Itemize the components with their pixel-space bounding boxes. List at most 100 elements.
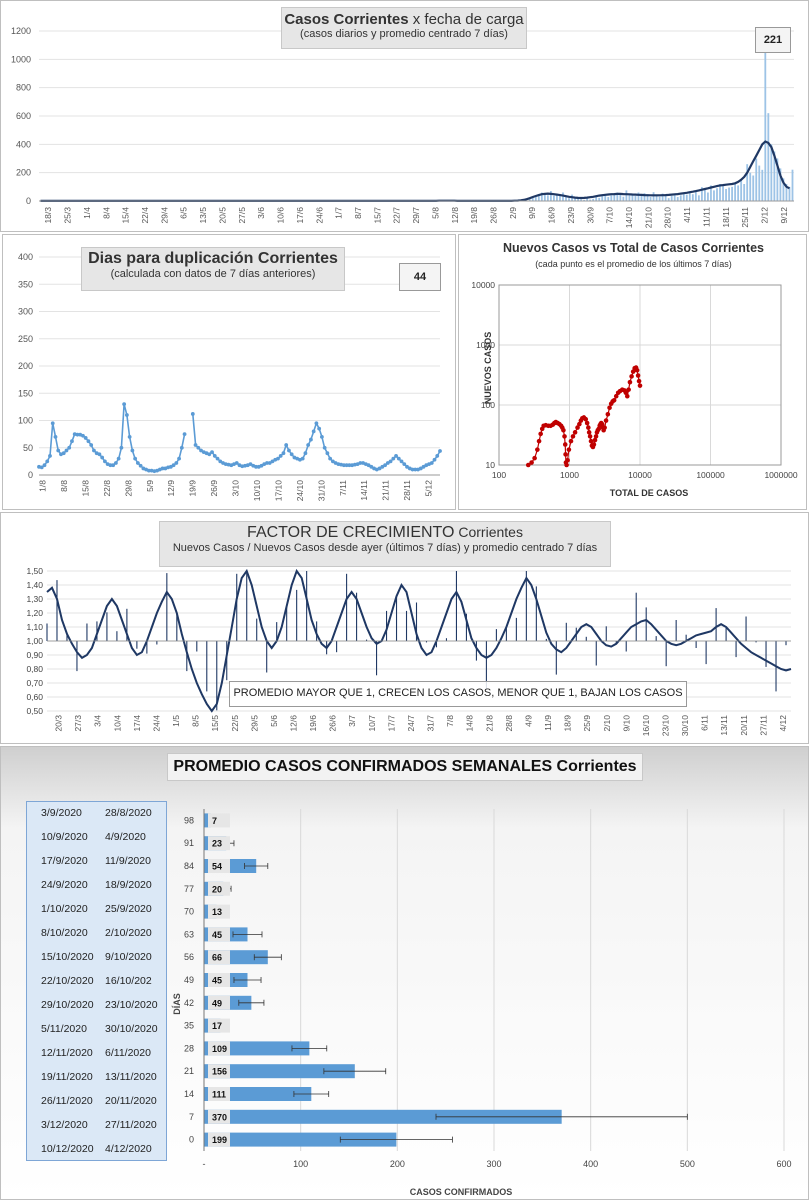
y-tick-label: 10	[486, 460, 496, 470]
data-label-bg	[208, 904, 230, 919]
doubling-days-title-text: Dias para duplicación Corrientes	[88, 250, 338, 267]
date-range-row: 19/11/2020 13/11/2020	[27, 1071, 166, 1085]
date-range-row: 10/12/2020 4/12/2020	[27, 1143, 166, 1157]
y-tick-label: 49	[184, 975, 194, 985]
x-tick-label: 16/9	[547, 207, 557, 224]
y-tick-label: 0,70	[26, 678, 43, 688]
daily-case-bar	[788, 186, 791, 201]
daily-case-bar	[610, 195, 613, 201]
data-label: 45	[212, 976, 222, 986]
daily-case-bar	[613, 193, 616, 201]
scatter-point	[599, 421, 605, 427]
scatter-point	[561, 427, 566, 433]
doubling-days-point	[138, 463, 143, 468]
daily-case-bar	[546, 195, 549, 201]
x-tick-label: 14/11	[359, 480, 369, 501]
daily-case-bar	[604, 194, 607, 201]
y-tick-label: 0,60	[26, 692, 43, 702]
date-range-row: 3/9/2020 28/8/2020	[27, 807, 166, 821]
data-label: 23	[212, 839, 222, 849]
x-tick-label: 12/8	[450, 207, 460, 224]
doubling-days-point	[133, 456, 138, 461]
scatter-point	[577, 421, 582, 427]
doubling-days-point	[325, 451, 330, 456]
doubling-days-point	[92, 448, 96, 453]
week-date-ranges: 3/9/2020 28/8/2020 10/9/2020 4/9/2020 17/9/2…	[26, 801, 167, 1161]
x-tick-label: 18/9	[563, 715, 573, 732]
week-start-date: 11/9/2020	[105, 855, 151, 867]
daily-case-bar	[592, 198, 595, 201]
data-label-bg	[208, 950, 230, 965]
doubling-days-point	[341, 463, 346, 468]
scatter-point	[635, 373, 641, 378]
x-tick-label: 23/9	[566, 207, 576, 224]
x-tick-label: 100000	[696, 470, 725, 480]
x-tick-label: 400	[583, 1159, 598, 1169]
doubling-days-point	[328, 456, 333, 461]
x-tick-label: 24/10	[295, 480, 305, 502]
doubling-days-point	[267, 461, 272, 465]
y-tick-label: 0,90	[26, 650, 43, 660]
x-tick-label: 10/7	[367, 715, 377, 732]
daily-case-bar	[607, 197, 610, 201]
daily-case-bar	[728, 187, 730, 201]
y-tick-label: 91	[184, 838, 194, 848]
daily-case-bar	[719, 184, 721, 201]
scatter-point	[568, 438, 574, 444]
daily-cases-chart-panel: 0 200 400 600 800 1000 1200 18/3 25/3 1/4 8/4 15/4 2…	[0, 0, 809, 232]
y-tick-label: 14	[184, 1089, 194, 1099]
x-tick-label: 6/11	[700, 715, 710, 731]
doubling-days-point	[146, 468, 151, 473]
doubling-days-subtitle: (calculada con datos de 7 días anteriore…	[110, 268, 316, 280]
y-tick-label: 1000	[476, 340, 495, 350]
x-tick-label: 24/6	[314, 207, 324, 224]
week-end-date: 29/10/2020	[41, 999, 94, 1011]
daily-case-bar	[716, 188, 718, 201]
x-tick-label: 15/7	[372, 207, 382, 224]
new-vs-total-ylabel: NUEVOS CASOS	[483, 331, 493, 405]
doubling-days-point	[276, 456, 280, 461]
daily-case-bar	[667, 198, 670, 201]
scatter-point	[529, 460, 534, 465]
x-tick-label: 12/6	[288, 715, 298, 732]
week-start-date: 30/10/2020	[105, 1023, 158, 1035]
x-tick-label: 8/5	[191, 715, 201, 727]
daily-case-bar	[580, 199, 582, 201]
doubling-days-point	[391, 456, 396, 461]
daily-case-bar	[755, 158, 758, 201]
x-tick-label: 5/9	[145, 480, 155, 492]
doubling-days-point	[289, 452, 294, 457]
daily-case-bar	[589, 199, 592, 201]
daily-cases-subtitle: (casos diarios y promedio centrado 7 día…	[300, 28, 508, 40]
x-tick-label: 300	[486, 1159, 501, 1169]
x-tick-label: 11/11	[701, 207, 711, 227]
daily-case-bar	[776, 158, 779, 201]
week-end-date: 10/9/2020	[41, 831, 88, 843]
scatter-point	[587, 434, 593, 439]
data-label: 49	[212, 998, 222, 1008]
x-tick-label: 21/10	[643, 207, 653, 229]
data-label-bg	[208, 881, 230, 896]
date-range-row: 3/12/2020 27/11/2020	[27, 1119, 166, 1133]
y-tick-label: 100	[481, 400, 495, 410]
doubling-days-point	[39, 465, 44, 470]
daily-case-bar	[782, 178, 785, 201]
doubling-days-point	[182, 432, 187, 437]
daily-cases-title: Casos Corrientes x fecha de carga (casos…	[281, 7, 527, 49]
doubling-days-point	[429, 461, 434, 465]
week-end-date: 3/12/2020	[41, 1119, 88, 1131]
scatter-point	[536, 438, 542, 444]
daily-case-bar	[565, 196, 567, 201]
data-label: 156	[212, 1067, 227, 1077]
daily-case-bar	[785, 184, 788, 201]
x-tick-label: 7/10	[605, 207, 615, 224]
x-tick-label: 500	[680, 1159, 695, 1169]
x-tick-label: 29/5	[249, 715, 259, 732]
doubling-days-point	[394, 454, 398, 458]
new-vs-total-chart-panel: 10 100 1000 10000 100 1000 10000 100000 1000000 …	[458, 234, 807, 510]
y-tick-label: 150	[18, 388, 33, 398]
x-tick-label: 10/10	[252, 480, 262, 502]
doubling-days-chart: 0 50 100 150 200 250 300 350 400 1/8 8/8 15/8 22/8 29…	[18, 252, 442, 502]
x-tick-label: 19/6	[308, 715, 318, 732]
doubling-days-point	[89, 443, 94, 447]
